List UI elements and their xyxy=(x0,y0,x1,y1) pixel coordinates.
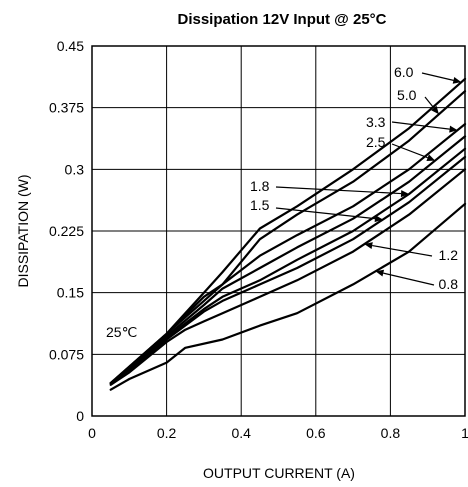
x-tick-label: 0.8 xyxy=(381,425,401,441)
x-tick-label: 0.6 xyxy=(306,425,326,441)
series-line-1-8 xyxy=(109,147,467,385)
series-lines xyxy=(109,77,467,391)
series-arrowhead-1-8 xyxy=(400,190,410,198)
y-tick-label: 0.45 xyxy=(57,38,84,54)
series-label-5-0: 5.0 xyxy=(397,87,417,103)
series-arrowhead-3-3 xyxy=(449,125,458,133)
grid xyxy=(92,46,465,416)
y-tick-label: 0.225 xyxy=(49,223,84,239)
series-label-2-5: 2.5 xyxy=(366,134,386,150)
x-tick-label: 0 xyxy=(88,425,96,441)
series-arrowhead-2-5 xyxy=(426,154,436,161)
x-axis-ticks: 0 0.2 0.4 0.6 0.8 1 xyxy=(88,425,468,441)
series-line-3-3 xyxy=(109,122,467,385)
series-leader-2-5 xyxy=(391,143,428,159)
series-label-0-8: 0.8 xyxy=(439,276,459,292)
series-arrowhead-1-5 xyxy=(374,215,383,223)
series-leader-6-0 xyxy=(421,72,454,81)
plot-frame xyxy=(91,45,466,417)
y-tick-label: 0 xyxy=(76,408,84,424)
x-axis-label: OUTPUT CURRENT (A) xyxy=(203,465,355,481)
series-arrowhead-5-0 xyxy=(431,105,439,115)
series-label-6-0: 6.0 xyxy=(394,64,414,80)
temperature-annotation: 25℃ xyxy=(106,324,137,340)
series-leader-1-2 xyxy=(372,244,433,257)
y-tick-label: 0.375 xyxy=(49,100,84,116)
series-leader-0-8 xyxy=(383,272,435,286)
y-axis-ticks: 0 0.075 0.15 0.225 0.3 0.375 0.45 xyxy=(49,38,84,424)
series-label-1-2: 1.2 xyxy=(439,247,459,263)
series-arrowhead-6-0 xyxy=(452,76,462,84)
series-line-0-8 xyxy=(109,202,467,391)
series-leader-1-8 xyxy=(275,186,402,195)
series-labels: 6.0 5.0 3.3 2.5 1.8 1.5 1.2 0.8 xyxy=(250,64,462,292)
y-tick-label: 0.3 xyxy=(65,161,85,177)
y-tick-label: 0.15 xyxy=(57,285,84,301)
series-leader-1-5 xyxy=(275,207,376,220)
series-leader-5-0 xyxy=(424,96,435,109)
series-line-1-5 xyxy=(109,155,467,385)
series-arrowhead-1-2 xyxy=(364,242,373,249)
chart-title: Dissipation 12V Input @ 25°C xyxy=(178,11,387,28)
y-tick-label: 0.075 xyxy=(49,346,84,362)
x-tick-label: 0.2 xyxy=(157,425,177,441)
series-label-3-3: 3.3 xyxy=(366,114,386,130)
y-axis-label: DISSIPATION (W) xyxy=(15,174,31,287)
series-arrowhead-0-8 xyxy=(375,269,385,277)
series-line-2-5 xyxy=(109,135,467,385)
series-line-1-2 xyxy=(109,168,467,386)
series-leader-3-3 xyxy=(391,121,450,130)
x-tick-label: 1 xyxy=(461,425,468,441)
x-tick-label: 0.4 xyxy=(231,425,251,441)
series-label-1-8: 1.8 xyxy=(250,178,270,194)
series-label-1-5: 1.5 xyxy=(250,197,270,213)
